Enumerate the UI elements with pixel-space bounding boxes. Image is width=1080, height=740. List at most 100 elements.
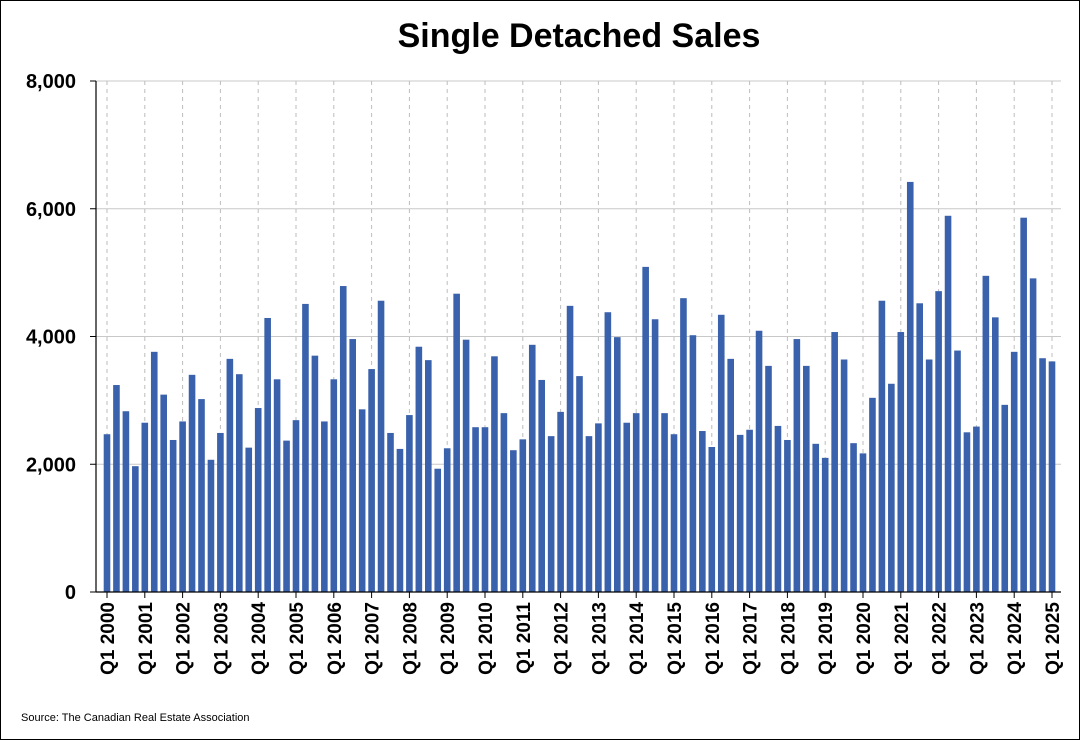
bar-q3-2024: Q3 2024: 4910: [1029, 278, 1037, 592]
bar-q3-2003: Q3 2003: 3410: [236, 374, 243, 592]
y-tick-labels: 0 2,000 4,000 6,000 8,000: [26, 71, 76, 604]
bar-q1-2020: Q1 2020: 2170: [859, 453, 867, 592]
x-tick-label: Q1 2002: [174, 602, 195, 675]
bar-q2-2017: Q2 2017: 4090: [755, 330, 763, 592]
bar-q1-2012: Q1 2012: 2820: [557, 411, 564, 592]
bar-q1-2013: Q1 2013: 2640: [595, 423, 602, 592]
bar-q2-2020: Q2 2020: 3040: [869, 397, 876, 592]
bar-q2-2021: Q2 2021: 6420: [906, 181, 914, 593]
bar-q2-2003: Q2 2003: 3650: [226, 358, 234, 592]
bar-q4-2017: Q4 2017: 2600: [774, 425, 782, 592]
bar-q2-2009: Q2 2009: 4670: [453, 293, 460, 592]
bar-q3-2008: Q3 2008: 3630: [425, 360, 432, 592]
bar-q1-2008: Q1 2008: 2770: [406, 415, 413, 592]
y-tick-label: 0: [65, 582, 76, 604]
x-tick-label: Q1 2001: [136, 602, 157, 675]
bar-q3-2002: Q3 2002: 3020: [198, 399, 205, 592]
bar-q2-2005: Q2 2005: 4510: [302, 303, 309, 592]
bar-q2-2006: Q2 2006: 4790: [339, 286, 347, 592]
bar-q3-2004: Q3 2004: 3330: [273, 379, 281, 592]
x-tick-labels: Q1 2000 Q1 2001 Q1 2002 Q1 2003 Q1 2004 Q1 20…: [98, 602, 1064, 675]
bar-q4-2006: Q4 2006: 2860: [358, 409, 366, 592]
x-tick-label: Q1 2016: [703, 602, 724, 675]
bar-q4-2014: Q4 2014: 2800: [661, 413, 668, 592]
bar-q4-2021: Q4 2021: 3640: [925, 359, 933, 592]
bar-q3-2006: Q3 2006: 3960: [349, 339, 356, 592]
bar-q4-2003: Q4 2003: 2260: [245, 447, 253, 592]
y-tick-label: 2,000: [26, 454, 76, 476]
bar-q3-2010: Q3 2010: 2800: [500, 413, 508, 592]
bar-q3-2005: Q3 2005: 3700: [311, 355, 319, 592]
bar-q3-2014: Q3 2014: 4270: [651, 319, 659, 592]
bar-q2-2018: Q2 2018: 3960: [793, 339, 801, 592]
bar-q3-2020: Q3 2020: 4560: [878, 300, 886, 592]
bar-q4-2007: Q4 2007: 2240: [396, 448, 404, 592]
bar-q2-2013: Q2 2013: 4380: [604, 312, 612, 592]
x-tick-label: Q1 2004: [249, 602, 270, 675]
bar-q2-2010: Q2 2010: 3690: [491, 356, 498, 592]
bar-q1-2005: Q1 2005: 2690: [292, 420, 300, 592]
bar-q2-2002: Q2 2002: 3400: [188, 374, 196, 592]
bar-q4-2011: Q4 2011: 2440: [547, 436, 555, 592]
x-tick-label: Q1 2012: [552, 602, 573, 675]
bar-q1-2018: Q1 2018: 2380: [784, 439, 791, 592]
x-tick-label: Q1 2015: [665, 602, 686, 675]
source-note: Source: The Canadian Real Estate Associa…: [21, 712, 250, 724]
bar-q3-2000: Q3 2000: 2830: [122, 411, 130, 592]
x-tick-label: Q1 2025: [1043, 602, 1064, 675]
x-tick-label: Q1 2011: [514, 602, 535, 674]
bar-q3-2011: Q3 2011: 3320: [538, 379, 545, 592]
bar-q1-2010: Q1 2010: 2580: [481, 427, 489, 592]
x-tick-label: Q1 2013: [589, 602, 610, 675]
bar-q1-2025: Q1 2025: 3610: [1048, 361, 1056, 592]
bar-q4-2020: Q4 2020: 3260: [888, 383, 895, 592]
x-tick-label: Q1 2022: [930, 602, 951, 675]
bars: Q1 2000: 2470Q2 2000: 3240Q3 2000: 2830Q…: [103, 181, 1056, 593]
bar-q4-2002: Q4 2002: 2070: [207, 459, 215, 592]
bar-q1-2011: Q1 2011: 2390: [519, 439, 527, 592]
bar-q2-2019: Q2 2019: 4070: [831, 332, 838, 592]
bar-q3-2021: Q3 2021: 4520: [916, 303, 923, 592]
bar-q3-2023: Q3 2023: 4300: [992, 317, 999, 592]
chart-title: Single Detached Sales: [397, 17, 761, 55]
bar-q1-2015: Q1 2015: 2470: [670, 434, 678, 592]
bar-q3-2017: Q3 2017: 3540: [765, 365, 772, 592]
y-tick-label: 4,000: [26, 327, 76, 349]
bar-q2-2008: Q2 2008: 3840: [415, 346, 423, 592]
bar-q1-2017: Q1 2017: 2540: [746, 429, 753, 592]
axes: [90, 80, 1061, 598]
bar-q2-2023: Q2 2023: 4950: [982, 275, 990, 592]
bar-q1-2022: Q1 2022: 4710: [935, 291, 942, 592]
bar-q4-2013: Q4 2013: 2650: [623, 422, 631, 592]
bar-q3-2013: Q3 2013: 3990: [614, 337, 621, 592]
bar-q3-2007: Q3 2007: 2490: [387, 432, 394, 592]
bar-q4-2016: Q4 2016: 2460: [736, 434, 744, 592]
x-tick-label: Q1 2008: [400, 602, 421, 675]
bar-q3-2015: Q3 2015: 4020: [689, 335, 697, 592]
bar-q1-2014: Q1 2014: 2800: [632, 413, 640, 592]
y-tick-label: 8,000: [26, 71, 76, 93]
bar-q4-2023: Q4 2023: 2930: [1001, 404, 1009, 592]
y-tick-label: 6,000: [26, 199, 76, 221]
bar-q4-2024: Q4 2024: 3660: [1039, 358, 1046, 592]
x-tick-label: Q1 2023: [967, 602, 988, 675]
bar-q3-2009: Q3 2009: 3950: [462, 339, 470, 592]
x-tick-label: Q1 2021: [892, 602, 913, 675]
bar-q2-2014: Q2 2014: 5090: [642, 266, 649, 592]
bar-q4-2018: Q4 2018: 2320: [812, 443, 820, 592]
bar-q4-2015: Q4 2015: 2520: [699, 431, 706, 592]
bar-q3-2016: Q3 2016: 3650: [727, 358, 734, 592]
bar-q2-2001: Q2 2001: 3760: [150, 351, 158, 592]
bar-q1-2001: Q1 2001: 2650: [141, 422, 149, 592]
bar-q1-2000: Q1 2000: 2470: [103, 434, 111, 592]
bar-q1-2023: Q1 2023: 2590: [973, 426, 980, 592]
bar-q3-2019: Q3 2019: 3640: [840, 359, 848, 592]
bar-q2-2024: Q2 2024: 5860: [1020, 217, 1027, 592]
bar-q4-2005: Q4 2005: 2670: [321, 421, 328, 592]
x-tick-label: Q1 2003: [211, 602, 232, 675]
x-tick-label: Q1 2014: [627, 602, 648, 675]
bar-q1-2016: Q1 2016: 2270: [708, 447, 716, 592]
bar-q1-2019: Q1 2019: 2100: [821, 457, 829, 592]
bar-q2-2015: Q2 2015: 4600: [680, 298, 687, 592]
